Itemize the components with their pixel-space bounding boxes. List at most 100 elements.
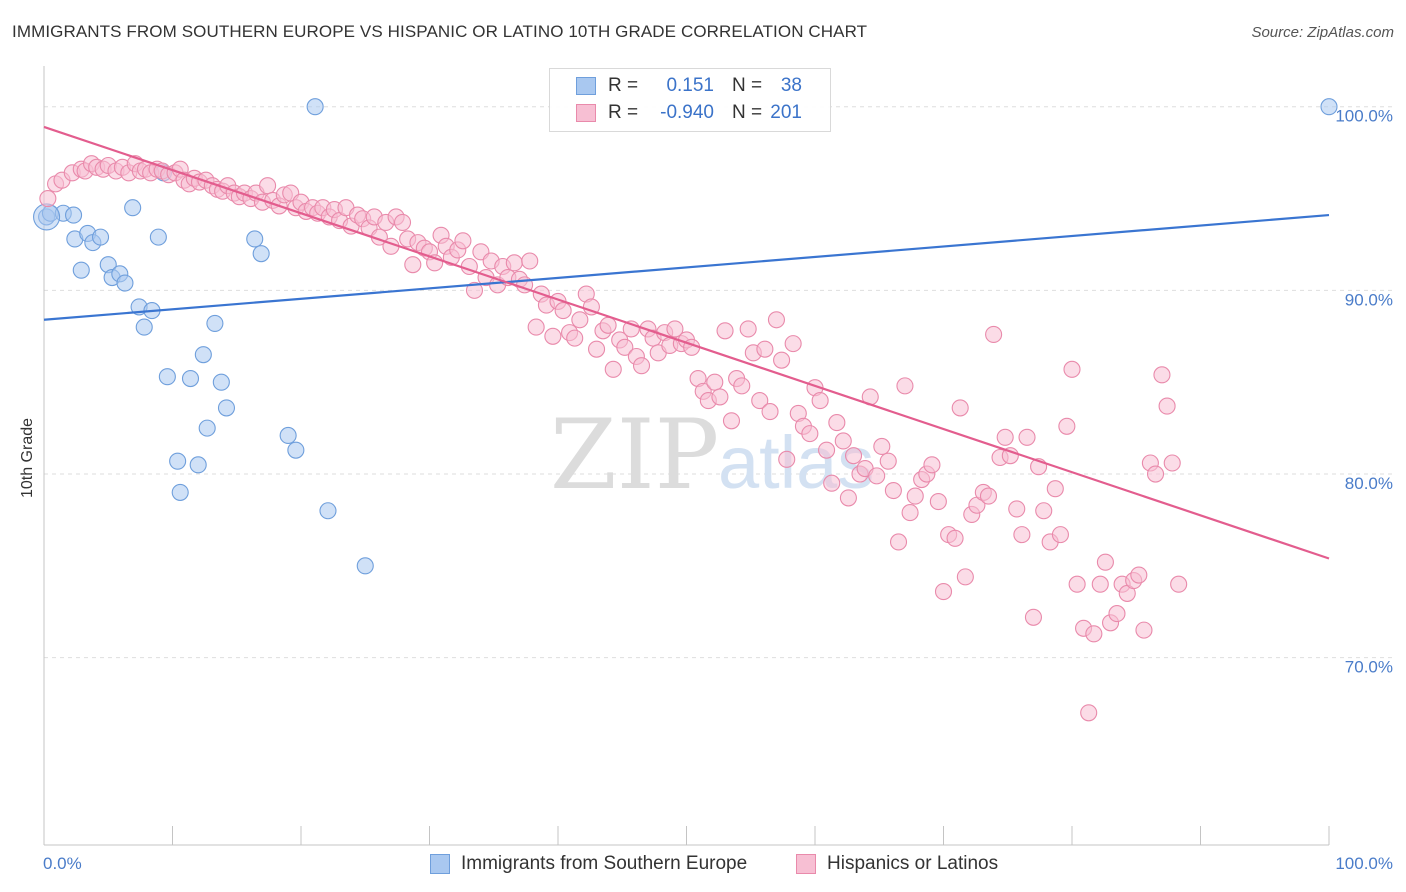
data-point xyxy=(906,487,924,505)
data-point xyxy=(189,456,207,474)
data-point xyxy=(171,483,189,501)
data-point xyxy=(319,502,337,520)
data-point xyxy=(716,322,734,340)
data-point xyxy=(811,392,829,410)
y-tick-label: 80.0% xyxy=(1345,474,1393,493)
data-point xyxy=(773,351,791,369)
data-point xyxy=(72,261,90,279)
data-point xyxy=(1108,605,1126,623)
data-point xyxy=(1146,465,1165,483)
data-point xyxy=(751,392,769,410)
data-point xyxy=(1091,575,1109,593)
data-point xyxy=(1080,704,1098,722)
data-point xyxy=(194,346,212,364)
trend-lines xyxy=(43,125,1330,560)
y-tick-labels: 100.0% 90.0% 80.0% 70.0% xyxy=(1335,107,1393,677)
data-point xyxy=(1170,575,1188,593)
legend-n-value: 201 xyxy=(770,102,802,123)
data-point xyxy=(169,452,187,470)
bottom-legend-label-hispanics: Hispanics or Latinos xyxy=(827,853,999,874)
legend-n-label: N = xyxy=(732,75,763,96)
data-point xyxy=(505,254,523,272)
data-point xyxy=(116,274,134,292)
data-point xyxy=(566,329,584,347)
legend-row-hispanics: R = -0.940 N = 201 xyxy=(550,100,830,128)
data-point xyxy=(306,98,324,116)
data-point xyxy=(901,504,919,522)
data-point xyxy=(527,318,545,336)
data-point xyxy=(801,425,819,443)
legend-swatch-hispanics xyxy=(576,104,596,122)
axes xyxy=(43,66,1330,846)
data-point xyxy=(1018,428,1036,446)
data-point xyxy=(1135,621,1153,639)
data-point xyxy=(1130,566,1148,584)
data-point xyxy=(979,487,998,505)
data-point xyxy=(616,338,634,356)
data-point xyxy=(929,493,947,511)
data-point xyxy=(934,583,953,601)
data-point xyxy=(706,373,724,391)
watermark-zip: ZIP xyxy=(550,399,719,511)
data-point xyxy=(778,450,796,468)
data-point xyxy=(733,377,751,395)
data-point xyxy=(212,373,230,391)
data-point xyxy=(39,190,57,208)
data-point xyxy=(879,452,897,470)
legend-n-label: N = xyxy=(732,102,763,123)
data-point xyxy=(761,403,779,421)
data-point xyxy=(739,320,757,338)
data-point xyxy=(181,369,200,388)
correlation-legend: R = 0.151 N = 38 R = -0.940 N = 201 xyxy=(549,68,831,132)
data-point xyxy=(873,437,891,456)
data-point xyxy=(896,377,914,395)
y-axis-title: 10th Grade xyxy=(19,418,36,498)
chart-source: Source: ZipAtlas.com xyxy=(1251,24,1394,41)
data-point xyxy=(756,340,774,358)
data-point xyxy=(996,428,1014,446)
bottom-legend-label-immigrants: Immigrants from Southern Europe xyxy=(461,853,748,874)
data-point xyxy=(1158,397,1176,415)
data-point-large xyxy=(33,203,61,231)
data-point xyxy=(158,368,176,386)
data-point xyxy=(1008,500,1026,518)
data-point xyxy=(554,302,572,320)
data-point xyxy=(868,467,886,485)
data-point xyxy=(632,357,651,375)
data-point xyxy=(884,482,902,500)
trend-line xyxy=(43,125,1330,560)
data-point xyxy=(217,399,236,417)
data-point xyxy=(823,474,841,492)
data-point xyxy=(279,426,297,445)
data-point xyxy=(587,340,606,358)
data-point xyxy=(1035,502,1053,520)
data-point xyxy=(711,388,729,406)
data-point xyxy=(767,311,786,329)
data-point xyxy=(1063,360,1081,378)
data-point xyxy=(356,557,374,575)
data-point xyxy=(454,232,472,250)
data-point xyxy=(1320,98,1338,116)
data-point xyxy=(465,281,484,299)
data-point xyxy=(834,432,852,450)
data-point xyxy=(521,252,539,270)
data-point xyxy=(818,441,836,459)
legend-r-value: 0.151 xyxy=(666,75,714,96)
data-point xyxy=(1153,366,1171,384)
chart-title: IMMIGRANTS FROM SOUTHERN EUROPE VS HISPA… xyxy=(12,22,868,41)
data-point xyxy=(1024,608,1042,626)
data-point xyxy=(246,230,264,248)
data-point xyxy=(828,414,846,432)
data-point xyxy=(571,311,589,329)
data-point xyxy=(91,228,110,246)
data-point xyxy=(393,213,412,231)
legend-row-immigrants: R = 0.151 N = 38 xyxy=(550,73,830,101)
data-point xyxy=(923,456,941,474)
data-point xyxy=(956,568,974,586)
bottom-legend-swatch-immigrants xyxy=(430,854,450,874)
trend-line xyxy=(43,213,1330,321)
data-point xyxy=(287,441,305,459)
data-point xyxy=(666,320,684,338)
legend-n-value: 38 xyxy=(780,75,802,96)
